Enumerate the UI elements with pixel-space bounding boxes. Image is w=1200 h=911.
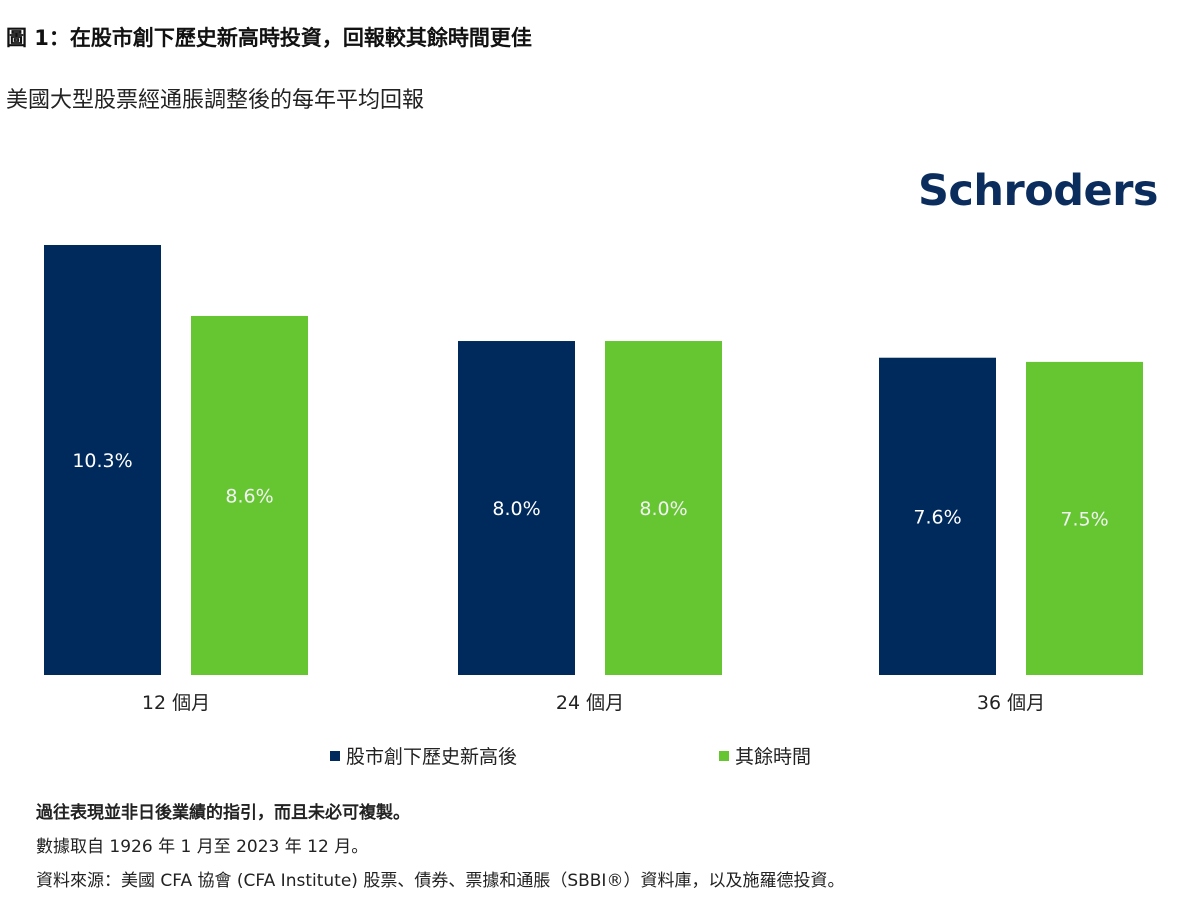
legend-item-dark: 股市創下歷史新高後 bbox=[330, 742, 517, 769]
disclaimer-text: 過往表現並非日後業績的指引，而且未必可複製。 bbox=[36, 803, 410, 823]
bar-green-3 bbox=[1026, 361, 1143, 675]
period-text: 數據取自 1926 年 1 月至 2023 年 12 月。 bbox=[36, 837, 369, 857]
legend-item-green: 其餘時間 bbox=[719, 742, 811, 769]
bar-green-2 bbox=[605, 341, 722, 675]
category-label-2: 24 個月 bbox=[556, 692, 624, 714]
source-text: 資料來源：美國 CFA 協會 (CFA Institute) 股票、債券、票據和… bbox=[36, 871, 845, 891]
data-label-green-3: 7.5% bbox=[1060, 508, 1108, 530]
data-label-dark-2: 8.0% bbox=[492, 498, 540, 520]
bar-dark-2 bbox=[458, 341, 575, 675]
data-label-dark-1: 10.3% bbox=[72, 450, 132, 472]
chart-subtitle: 美國大型股票經通脹調整後的每年平均回報 bbox=[6, 88, 425, 113]
chart-legend: 股市創下歷史新高後 其餘時間 bbox=[0, 742, 1200, 772]
chart-title: 圖 1：在股市創下歷史新高時投資，回報較其餘時間更佳 bbox=[6, 26, 532, 50]
legend-swatch-dark bbox=[330, 750, 340, 761]
bar-dark-1 bbox=[44, 245, 161, 675]
category-label-1: 12 個月 bbox=[142, 692, 210, 714]
bar-dark-3 bbox=[879, 357, 996, 675]
bar-green-1 bbox=[191, 315, 308, 675]
bar-chart: 10.3% 8.6% 12 個月 8.0% 8.0% 24 個月 7.6% 7.5% 36 個月 bbox=[44, 245, 1143, 714]
data-label-green-2: 8.0% bbox=[639, 498, 687, 520]
data-label-green-1: 8.6% bbox=[225, 485, 273, 507]
chart-notes: 過往表現並非日後業績的指引，而且未必可複製。 數據取自 1926 年 1 月至 … bbox=[36, 796, 844, 898]
legend-label-dark: 股市創下歷史新高後 bbox=[346, 746, 518, 768]
legend-label-green: 其餘時間 bbox=[735, 746, 812, 768]
data-label-dark-3: 7.6% bbox=[913, 506, 961, 528]
legend-swatch-green bbox=[719, 750, 729, 761]
schroders-logo: Schroders bbox=[917, 166, 1159, 216]
category-label-3: 36 個月 bbox=[977, 692, 1045, 714]
